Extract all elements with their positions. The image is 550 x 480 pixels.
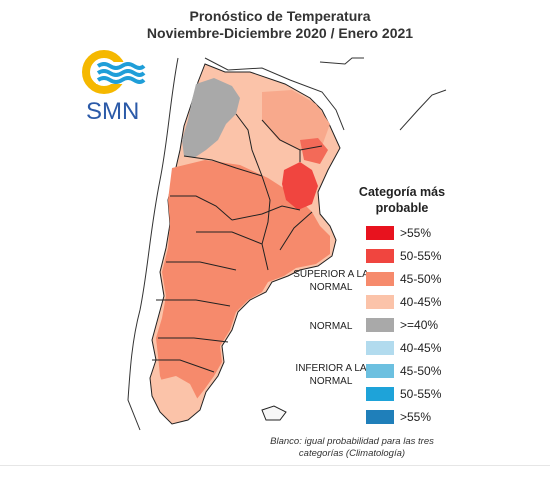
legend-label: 45-50% (400, 364, 442, 378)
province-border (158, 337, 229, 343)
legend-swatch (366, 387, 394, 401)
malvinas-islands (261, 405, 287, 421)
bottom-divider (0, 465, 550, 466)
province-border (196, 231, 269, 271)
legend-label: >55% (400, 226, 432, 240)
province-border (183, 155, 263, 177)
neighbor-border (204, 57, 345, 131)
legend-label: 40-45% (400, 341, 442, 355)
smn-logo-text: SMN (86, 98, 140, 125)
chile-outline (127, 57, 179, 431)
coast-east-north (399, 89, 447, 131)
province-border (152, 359, 215, 373)
legend-swatch (366, 249, 394, 263)
legend-group-superior: SUPERIOR A LA NORMAL (293, 269, 369, 293)
province-border (170, 195, 233, 221)
province-border (156, 299, 231, 307)
legend-swatch (366, 272, 394, 286)
legend-note: Blanco: igual probabilidad para las tres… (270, 436, 434, 459)
region-superior-50-55 (282, 162, 318, 210)
smn-logo-icon (82, 50, 146, 94)
map-title-line2: Noviembre-Diciembre 2020 / Enero 2021 (146, 25, 414, 41)
legend-label: 40-45% (400, 295, 442, 309)
legend-swatch (366, 410, 394, 424)
legend-label: 50-55% (400, 387, 442, 401)
province-border (231, 205, 301, 221)
legend-group-normal: NORMAL (309, 321, 353, 332)
legend-title: Categoría más probable (358, 185, 446, 215)
legend-label: >=40% (400, 318, 439, 332)
legend-label: 45-50% (400, 272, 442, 286)
region-south-light (160, 376, 198, 420)
province-border (261, 119, 323, 151)
legend-label: >55% (400, 410, 432, 424)
argentina-forecast-map (127, 57, 447, 431)
legend-label: 50-55% (400, 249, 442, 263)
coast-small (319, 57, 364, 65)
legend-swatch (366, 226, 394, 240)
map-title-line1: Pronóstico de Temperatura (189, 8, 371, 24)
legend-group-inferior: INFERIOR A LA NORMAL (295, 363, 367, 387)
legend-swatch (366, 341, 394, 355)
region-normal (182, 78, 240, 158)
region-superior-50-55-b (300, 138, 328, 164)
legend-swatch (366, 318, 394, 332)
region-northeast (262, 90, 330, 150)
province-border (279, 211, 313, 251)
legend-swatch (366, 295, 394, 309)
region-superior-45-50 (156, 160, 330, 402)
province-border (166, 261, 237, 271)
legend-swatch (366, 364, 394, 378)
province-border (235, 113, 263, 177)
